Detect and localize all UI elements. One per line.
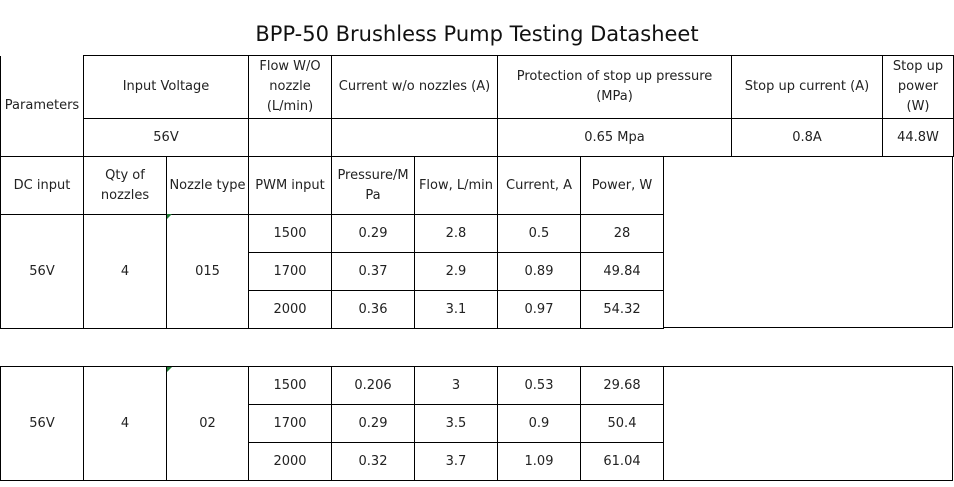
power-cell: 61.04	[580, 442, 664, 481]
power-cell: 28	[580, 214, 664, 253]
stop-up-power-value: 44.8W	[882, 118, 954, 157]
current-wo-nozzles-value	[331, 118, 498, 157]
pwm-cell: 1700	[248, 404, 332, 443]
pwm-input-header: PWM input	[248, 156, 332, 215]
flow-cell: 3	[414, 366, 498, 405]
test-data-table-1: DC input Qty of nozzles Nozzle type PWM …	[0, 156, 664, 329]
pressure-cell: 0.29	[331, 214, 415, 253]
current-cell: 1.09	[497, 442, 581, 481]
flow-header: Flow, L/min	[414, 156, 498, 215]
test-data-table-2: 56V 4 02 1500 0.206 3 0.53 29.68 1700 0.…	[0, 366, 664, 481]
input-voltage-value: 56V	[83, 118, 249, 157]
power-header: Power, W	[580, 156, 664, 215]
data-header-row: DC input Qty of nozzles Nozzle type PWM …	[0, 156, 664, 215]
table-row: 56V 4 02 1500 0.206 3 0.53 29.68	[0, 366, 664, 481]
table-row: 2000 0.36 3.1 0.97 54.32	[1, 290, 664, 329]
group-2-nozzle-type: 02	[166, 366, 249, 481]
input-voltage-header: Input Voltage	[83, 55, 249, 119]
stop-up-current-header: Stop up current (A)	[731, 55, 883, 119]
flow-wo-nozzle-value	[248, 118, 332, 157]
table-row: 1700 0.29 3.5 0.9 50.4	[1, 404, 664, 443]
pressure-cell: 0.36	[331, 290, 415, 329]
pressure-cell: 0.206	[331, 366, 415, 405]
table-2-right-block	[664, 366, 953, 481]
stop-up-power-header: Stop up power (W)	[882, 55, 954, 119]
pwm-cell: 1500	[248, 366, 332, 405]
current-cell: 0.9	[497, 404, 581, 443]
pwm-cell: 1700	[248, 252, 332, 291]
flow-cell: 3.1	[414, 290, 498, 329]
table-1-right-block	[664, 156, 953, 328]
pressure-cell: 0.32	[331, 442, 415, 481]
pwm-cell: 1500	[248, 214, 332, 253]
current-cell: 0.89	[497, 252, 581, 291]
pressure-cell: 0.29	[331, 404, 415, 443]
stop-up-current-value: 0.8A	[731, 118, 883, 157]
parameters-table: Parameters Input Voltage Flow W/O nozzle…	[0, 55, 954, 157]
current-header: Current, A	[497, 156, 581, 215]
pwm-cell: 2000	[248, 290, 332, 329]
table-row: 1700 0.37 2.9 0.89 49.84	[1, 252, 664, 291]
flow-cell: 2.8	[414, 214, 498, 253]
power-cell: 54.32	[580, 290, 664, 329]
protection-pressure-value: 0.65 Mpa	[497, 118, 732, 157]
group-1-qty: 4	[83, 214, 167, 329]
current-wo-nozzles-header: Current w/o nozzles (A)	[331, 55, 498, 119]
flow-cell: 3.7	[414, 442, 498, 481]
group-2-dc-input: 56V	[0, 366, 84, 481]
power-cell: 49.84	[580, 252, 664, 291]
current-cell: 0.53	[497, 366, 581, 405]
group-1-dc-input: 56V	[0, 214, 84, 329]
flow-cell: 2.9	[414, 252, 498, 291]
flow-cell: 3.5	[414, 404, 498, 443]
nozzle-type-header: Nozzle type	[166, 156, 249, 215]
cell-note-marker	[167, 214, 172, 219]
current-cell: 0.97	[497, 290, 581, 329]
flow-wo-nozzle-header: Flow W/O nozzle (L/min)	[248, 55, 332, 119]
pwm-cell: 2000	[248, 442, 332, 481]
cell-note-marker	[167, 367, 172, 372]
group-2-qty: 4	[83, 366, 167, 481]
pressure-header: Pressure/M Pa	[331, 156, 415, 215]
current-cell: 0.5	[497, 214, 581, 253]
protection-pressure-header: Protection of stop up pressure (MPa)	[497, 55, 732, 119]
table-row: 2000 0.32 3.7 1.09 61.04	[1, 442, 664, 481]
power-cell: 50.4	[580, 404, 664, 443]
group-1-nozzle-type: 015	[166, 214, 249, 329]
qty-nozzles-header: Qty of nozzles	[83, 156, 167, 215]
datasheet-title: BPP-50 Brushless Pump Testing Datasheet	[255, 22, 699, 46]
table-row: 56V 4 015 1500 0.29 2.8 0.5 28	[0, 214, 664, 329]
parameters-label: Parameters	[0, 55, 84, 157]
pressure-cell: 0.37	[331, 252, 415, 291]
power-cell: 29.68	[580, 366, 664, 405]
dc-input-header: DC input	[0, 156, 84, 215]
